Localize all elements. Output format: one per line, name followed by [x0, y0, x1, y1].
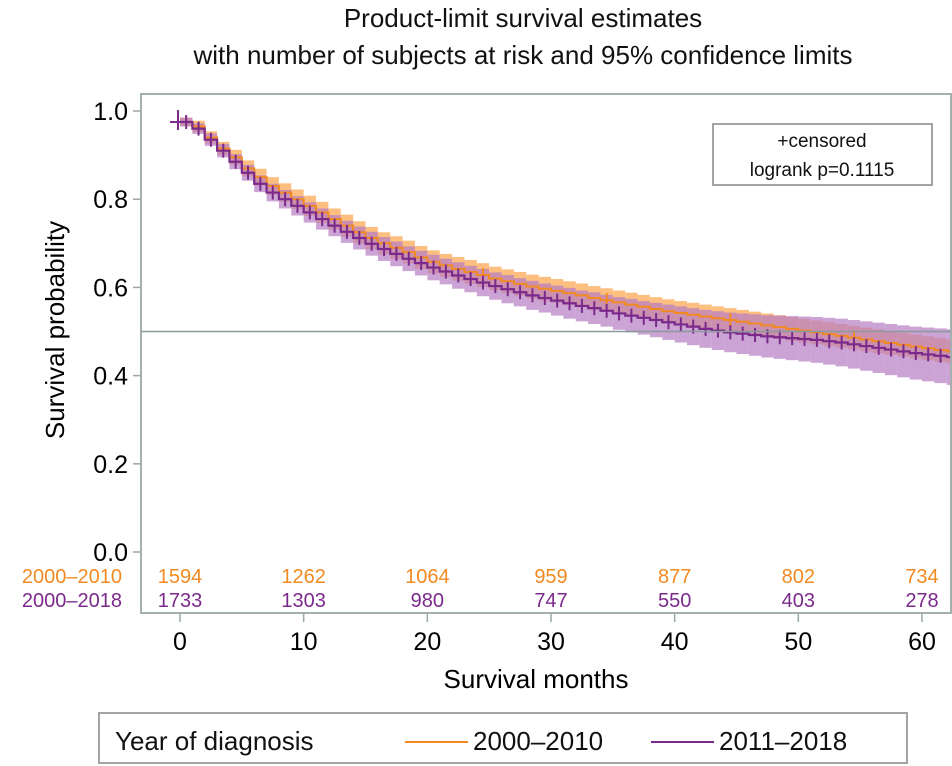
at-risk-count: 550 — [658, 590, 691, 612]
x-tick-label: 0 — [173, 628, 187, 656]
logrank-pvalue: logrank p=0.1115 — [750, 160, 895, 181]
legend-title: Year of diagnosis — [115, 726, 314, 756]
plot-frame — [140, 93, 952, 614]
at-risk-count: 1733 — [158, 590, 203, 612]
at-risk-count: 959 — [534, 566, 567, 588]
at-risk-count: 877 — [658, 566, 691, 588]
x-tick-label: 30 — [537, 628, 565, 656]
at-risk-count: 1303 — [281, 590, 326, 612]
y-axis: 0.0 0.2 0.4 0.6 0.8 1.0 — [93, 98, 141, 567]
at-risk-table: 2000–2010 1594 1262 1064 959 877 802 734 2000–20… — [22, 566, 939, 612]
legend: Year of diagnosis 2000–2010 2011–2018 — [98, 712, 908, 764]
y-axis-label: Survival probability — [40, 221, 70, 439]
y-tick-label: 0.2 — [93, 451, 128, 479]
legend-box — [98, 712, 908, 764]
at-risk-row-label: 2000–2018 — [22, 590, 122, 612]
at-risk-count: 734 — [905, 566, 938, 588]
at-risk-count: 1594 — [158, 566, 203, 588]
x-tick-label: 40 — [661, 628, 689, 656]
censored-note: +censored — [777, 131, 866, 152]
x-tick-label: 60 — [908, 628, 936, 656]
x-axis-label: Survival months — [444, 664, 629, 694]
at-risk-count: 1064 — [405, 566, 450, 588]
chart-subtitle: with number of subjects at risk and 95% … — [193, 40, 853, 70]
y-tick-label: 0.0 — [93, 539, 128, 567]
legend-label-2011-2018: 2011–2018 — [719, 726, 847, 756]
legend-label-2000-2010: 2000–2010 — [473, 726, 603, 756]
x-axis: 0 10 20 30 40 50 60 — [173, 613, 936, 656]
y-tick-label: 0.8 — [93, 186, 128, 214]
at-risk-count: 802 — [782, 566, 815, 588]
y-tick-label: 1.0 — [93, 98, 128, 126]
chart-title: Product-limit survival estimates — [344, 3, 702, 33]
inset-box — [712, 123, 933, 186]
at-risk-row-label: 2000–2010 — [22, 566, 122, 588]
at-risk-count: 980 — [411, 590, 444, 612]
at-risk-count: 403 — [782, 590, 815, 612]
y-tick-label: 0.4 — [93, 363, 128, 391]
censor-marks — [170, 110, 942, 363]
survival-curve-2000-2010 — [180, 121, 950, 353]
at-risk-count: 747 — [534, 590, 567, 612]
logrank-inset: +censored logrank p=0.1115 — [712, 123, 933, 186]
x-tick-label: 10 — [290, 628, 318, 656]
x-tick-label: 50 — [784, 628, 812, 656]
y-tick-label: 0.6 — [93, 274, 128, 302]
at-risk-count: 1262 — [281, 566, 326, 588]
x-tick-label: 20 — [413, 628, 441, 656]
at-risk-count: 278 — [905, 590, 938, 612]
